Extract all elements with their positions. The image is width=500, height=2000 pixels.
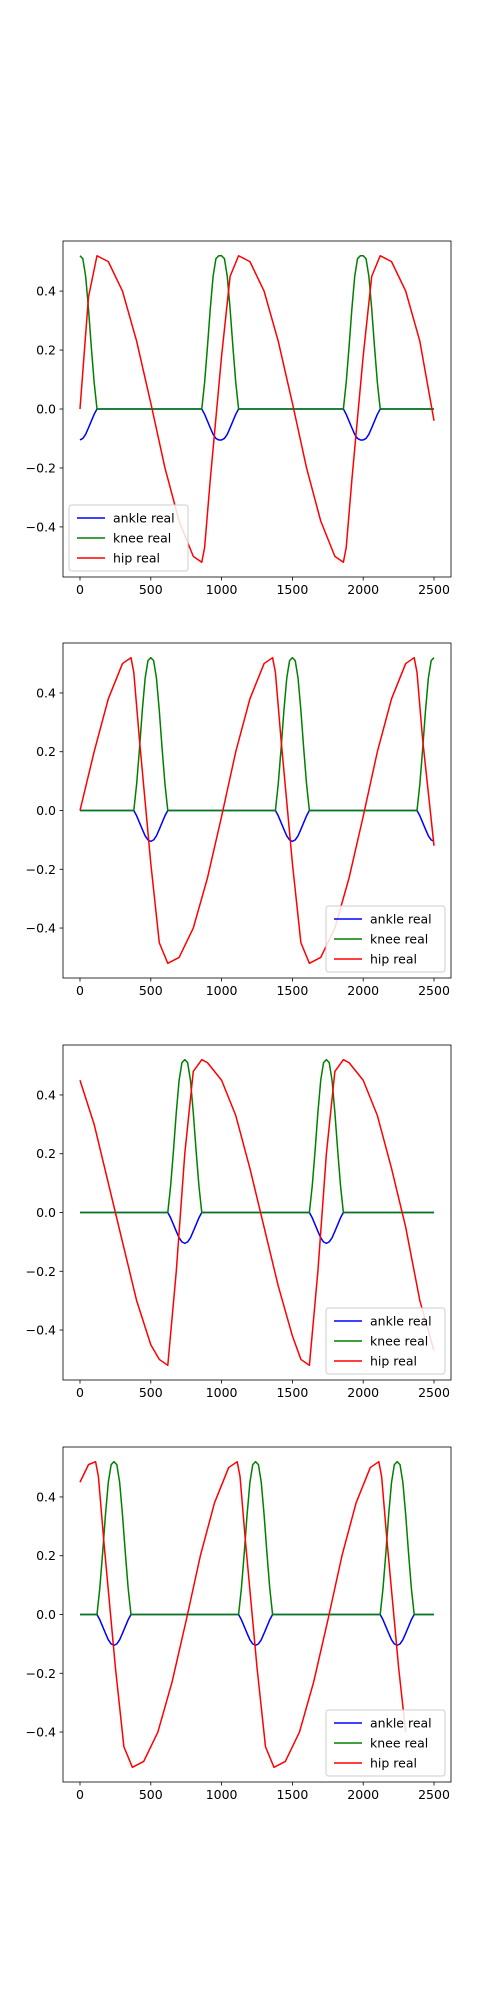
legend: ankle real knee real hip real xyxy=(325,1709,446,1777)
plot-area xyxy=(79,656,435,965)
legend-label: hip real xyxy=(113,551,160,566)
y-tick-label: 0.0 xyxy=(36,402,56,417)
y-tick-label: 0.2 xyxy=(36,1146,56,1161)
y-tick-label: 0.0 xyxy=(36,1607,56,1622)
y-tick-label: −0.2 xyxy=(26,862,56,877)
legend-label: ankle real xyxy=(370,1314,432,1329)
x-tick-label: 1500 xyxy=(276,1787,308,1802)
series-hip-real-line xyxy=(79,254,435,564)
legend-box xyxy=(325,1709,446,1777)
x-tick-label: 0 xyxy=(76,582,84,597)
x-tick-label: 2500 xyxy=(418,582,450,597)
y-tick-label: −0.4 xyxy=(26,1725,56,1740)
y-tick-label: 0.0 xyxy=(36,1205,56,1220)
series-knee-real-line xyxy=(79,1460,435,1616)
plot-area xyxy=(79,254,435,564)
series-knee-real-line xyxy=(79,656,435,812)
y-tick-label: 0.4 xyxy=(36,1489,56,1504)
x-tick-label: 1000 xyxy=(206,1385,238,1400)
legend-label: knee real xyxy=(113,531,171,546)
x-tick-label: 0 xyxy=(76,1787,84,1802)
series-ankle-real-line xyxy=(79,408,435,441)
x-tick-label: 500 xyxy=(139,983,163,998)
y-tick-label: 0.4 xyxy=(36,1087,56,1102)
y-tick-label: −0.2 xyxy=(26,1666,56,1681)
legend-label: ankle real xyxy=(370,1716,432,1731)
y-tick-label: −0.4 xyxy=(26,519,56,534)
y-tick-label: −0.2 xyxy=(26,460,56,475)
y-tick-label: −0.4 xyxy=(26,921,56,936)
y-tick-label: 0.2 xyxy=(36,744,56,759)
series-ankle-real-line xyxy=(79,809,435,843)
legend: ankle real knee real hip real xyxy=(68,504,189,572)
legend-label: ankle real xyxy=(113,511,175,526)
legend: ankle real knee real hip real xyxy=(325,1307,446,1375)
x-tick-label: 500 xyxy=(139,582,163,597)
legend: ankle real knee real hip real xyxy=(325,905,446,973)
series-hip-real-line xyxy=(79,1460,407,1769)
legend-label: hip real xyxy=(370,1756,417,1771)
legend-label: hip real xyxy=(370,1354,417,1369)
x-tick-label: 500 xyxy=(139,1385,163,1400)
x-tick-label: 2500 xyxy=(418,1787,450,1802)
x-tick-label: 1000 xyxy=(206,1787,238,1802)
chart-3: 0 500 1000 1500 2000 2500 −0.4 −0.2 0.0 0.2 0.4 ank… xyxy=(26,1044,452,1400)
x-tick-label: 0 xyxy=(76,983,84,998)
y-tick-label: 0.2 xyxy=(36,343,56,358)
x-tick-label: 2000 xyxy=(347,582,379,597)
legend-label: knee real xyxy=(370,1736,428,1751)
y-tick-label: 0.4 xyxy=(36,284,56,299)
x-tick-label: 2000 xyxy=(347,983,379,998)
series-hip-real-line xyxy=(79,656,435,965)
x-tick-label: 2500 xyxy=(418,1385,450,1400)
x-tick-label: 2000 xyxy=(347,1787,379,1802)
x-tick-label: 1500 xyxy=(276,582,308,597)
legend-box xyxy=(325,1307,446,1375)
series-knee-real-line xyxy=(79,254,435,410)
legend-label: knee real xyxy=(370,1334,428,1349)
series-hip-real-line xyxy=(79,1058,435,1367)
y-tick-label: −0.4 xyxy=(26,1323,56,1338)
x-tick-label: 1500 xyxy=(276,983,308,998)
y-tick-label: 0.4 xyxy=(36,685,56,700)
y-tick-label: 0.0 xyxy=(36,803,56,818)
legend-label: ankle real xyxy=(370,912,432,927)
legend-label: knee real xyxy=(370,932,428,947)
plot-area xyxy=(79,1058,435,1367)
legend-label: hip real xyxy=(370,952,417,967)
chart-2: 0 500 1000 1500 2000 2500 −0.4 −0.2 0.0 0.2 0.4 ank… xyxy=(26,642,452,998)
legend-box xyxy=(68,504,189,572)
x-tick-label: 1500 xyxy=(276,1385,308,1400)
y-tick-label: 0.2 xyxy=(36,1548,56,1563)
x-tick-label: 0 xyxy=(76,1385,84,1400)
y-tick-label: −0.2 xyxy=(26,1264,56,1279)
x-tick-label: 500 xyxy=(139,1787,163,1802)
plot-area xyxy=(79,1460,435,1769)
x-tick-label: 2000 xyxy=(347,1385,379,1400)
x-tick-label: 1000 xyxy=(206,983,238,998)
x-tick-label: 2500 xyxy=(418,983,450,998)
x-tick-label: 1000 xyxy=(206,582,238,597)
legend-box xyxy=(325,905,446,973)
chart-4: 0 500 1000 1500 2000 2500 −0.4 −0.2 0.0 0.2 0.4 ank… xyxy=(26,1446,452,1802)
chart-1: 0 500 1000 1500 2000 2500 −0.4 −0.2 0.0 0.2 0.4 ank… xyxy=(26,240,452,597)
series-knee-real-line xyxy=(79,1058,435,1214)
